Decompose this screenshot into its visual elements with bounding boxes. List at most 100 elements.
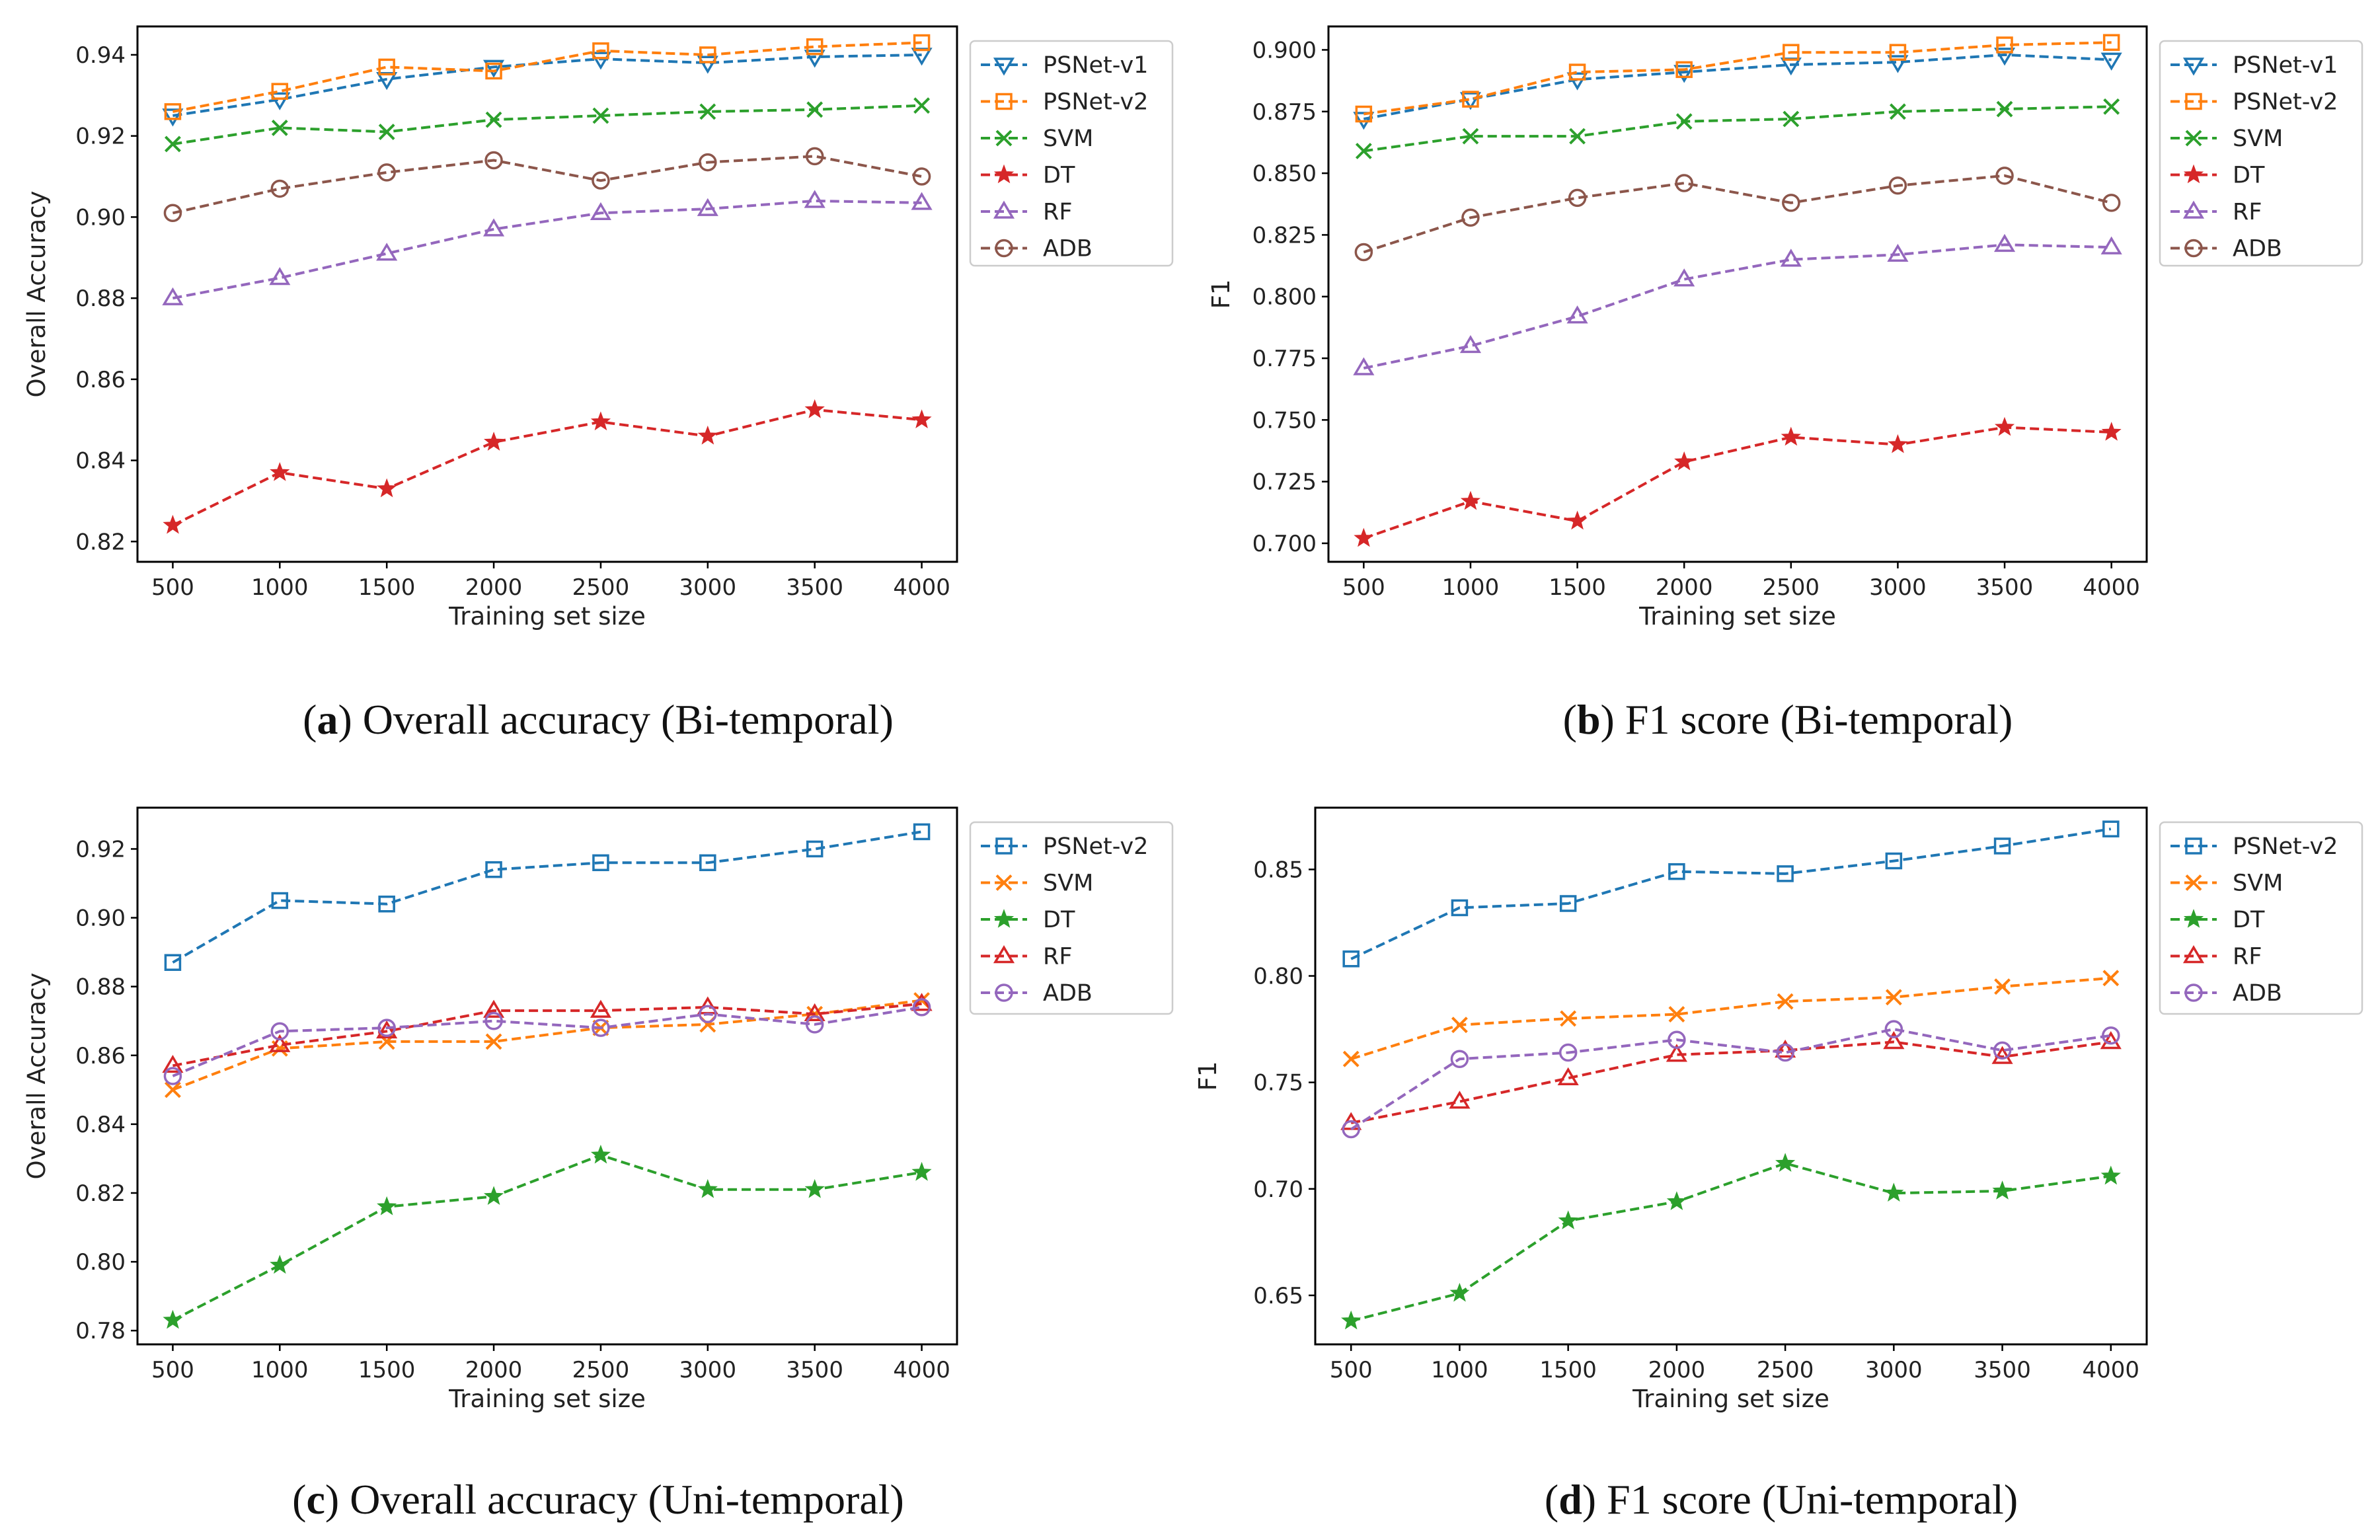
data-point-dt-2500 (1775, 1153, 1796, 1172)
data-point-adb-1500 (377, 1019, 396, 1037)
data-point-psnet-v2-3000 (1885, 852, 1903, 870)
series-svm (165, 992, 930, 1098)
data-point-psnet-v2-2000 (485, 62, 502, 80)
series-line-psnet-v2 (1350, 828, 2112, 960)
x-tick-label: 4000 (893, 1357, 950, 1383)
data-point-psnet-v1-1000 (269, 92, 291, 110)
legend-item-svm: SVM (981, 870, 1093, 897)
data-point-psnet-v2-3000 (699, 854, 716, 872)
data-point-adb-3000 (1888, 176, 1907, 195)
data-point-svm-2500 (592, 107, 609, 124)
series-line-rf (1363, 243, 2112, 369)
legend-item-rf: RF (2170, 199, 2262, 225)
y-tick-label: 0.78 (75, 1318, 126, 1344)
legend-item-psnet-v2: PSNet-v2 (981, 89, 1148, 116)
data-point-svm-2000 (1675, 113, 1693, 130)
series-line-svm (172, 999, 922, 1091)
y-tick-label: 0.88 (75, 974, 126, 1001)
legend-label: SVM (2233, 870, 2283, 897)
data-point-psnet-v2-500 (1342, 950, 1360, 968)
data-point-svm-2000 (485, 111, 502, 128)
data-point-rf-3000 (1883, 1031, 1905, 1050)
y-tick-label: 0.84 (75, 448, 126, 475)
series-line-rf (1350, 1040, 2112, 1124)
series-line-psnet-v2 (1363, 41, 2112, 116)
data-point-dt-2000 (1674, 451, 1695, 471)
data-point-psnet-v2-1000 (271, 83, 289, 100)
x-tick-label: 2500 (1757, 1357, 1814, 1383)
data-point-psnet-v2-1000 (1451, 899, 1469, 917)
y-tick-label: 0.94 (75, 42, 126, 69)
legend-marker (995, 983, 1013, 1002)
data-point-psnet-v2-500 (1355, 105, 1373, 123)
data-point-psnet-v2-1500 (378, 895, 395, 913)
data-point-dt-3500 (1995, 416, 2015, 436)
axes-frame (1327, 25, 2148, 563)
legend: PSNet-v1 PSNet-v2 SVM DT RF ADB (969, 40, 1174, 267)
data-point-psnet-v2-2500 (592, 42, 609, 59)
series-psnet-v1 (162, 48, 933, 127)
data-point-svm-1500 (1560, 1010, 1577, 1027)
panel-b: 500 1000 1500 2000 2500 3000 3500 4000 0.700 0.72… (1207, 25, 2363, 743)
series-rf (1353, 233, 2122, 375)
data-point-dt-3000 (697, 425, 718, 445)
data-point-psnet-v2-2000 (1668, 863, 1685, 880)
legend-marker (2184, 983, 2203, 1002)
x-axis-label: Training set size (1638, 602, 1836, 631)
data-point-psnet-v2-4000 (913, 823, 931, 841)
legend-item-psnet-v1: PSNet-v1 (981, 52, 1148, 79)
y-tick-label: 0.80 (75, 1249, 126, 1276)
data-point-svm-4000 (2102, 970, 2120, 987)
data-point-dt-2500 (1781, 426, 1801, 446)
series-rf (162, 190, 933, 305)
data-point-adb-3000 (1884, 1020, 1903, 1038)
x-tick-label: 2000 (465, 574, 523, 601)
data-point-adb-3000 (699, 1005, 717, 1024)
data-point-dt-2000 (483, 432, 504, 451)
data-point-dt-3500 (804, 399, 825, 418)
x-tick-label: 4000 (2083, 574, 2140, 601)
legend: PSNet-v2 SVM DT RF ADB (2159, 821, 2363, 1015)
data-point-svm-3000 (1890, 103, 1906, 120)
data-point-dt-2000 (1666, 1191, 1687, 1210)
legend-marker (2184, 239, 2203, 258)
data-point-adb-4000 (912, 167, 931, 186)
data-point-psnet-v2-3000 (1889, 44, 1907, 61)
data-point-psnet-v2-4000 (2102, 34, 2120, 52)
data-point-svm-3000 (699, 103, 716, 120)
data-point-adb-500 (163, 204, 182, 223)
data-point-adb-3500 (1993, 1041, 2012, 1060)
data-point-dt-1000 (270, 462, 290, 481)
x-tick-label: 2500 (1763, 574, 1820, 601)
legend-label: PSNet-v2 (2233, 833, 2338, 860)
data-point-psnet-v1-3000 (697, 56, 718, 74)
data-point-adb-1500 (1558, 1043, 1578, 1062)
data-point-rf-1000 (269, 267, 291, 286)
legend-marker (2185, 837, 2202, 855)
legend-box (2159, 821, 2363, 1015)
data-point-adb-3000 (699, 153, 717, 172)
series-svm (1342, 970, 2120, 1067)
legend-item-psnet-v2: PSNet-v2 (981, 833, 1148, 860)
data-point-dt-1000 (1460, 490, 1481, 510)
data-point-psnet-v1-3000 (1887, 55, 1909, 73)
panel-c: 500 1000 1500 2000 2500 3000 3500 4000 0.78 0.80 0… (22, 806, 1174, 1523)
legend-label: PSNet-v2 (1043, 833, 1148, 860)
legend-item-adb: ADB (2170, 980, 2282, 1007)
data-point-adb-4000 (2102, 194, 2121, 212)
legend-item-dt: DT (2170, 907, 2265, 933)
x-tick-label: 3000 (679, 1357, 737, 1383)
series-line-dt (172, 1153, 922, 1322)
legend-marker (995, 874, 1013, 891)
series-adb (1354, 167, 2121, 262)
y-tick-label: 0.70 (1253, 1176, 1303, 1203)
x-tick-label: 1500 (358, 1357, 416, 1383)
data-point-svm-2500 (1783, 110, 1800, 128)
data-point-svm-2000 (1668, 1006, 1685, 1022)
y-tick-label: 0.825 (1252, 222, 1317, 249)
data-point-psnet-v2-1500 (1559, 895, 1577, 912)
data-point-adb-1500 (377, 163, 396, 182)
data-point-dt-3000 (1888, 434, 1908, 453)
y-tick-label: 0.800 (1252, 284, 1317, 311)
series-line-svm (1363, 105, 2112, 153)
